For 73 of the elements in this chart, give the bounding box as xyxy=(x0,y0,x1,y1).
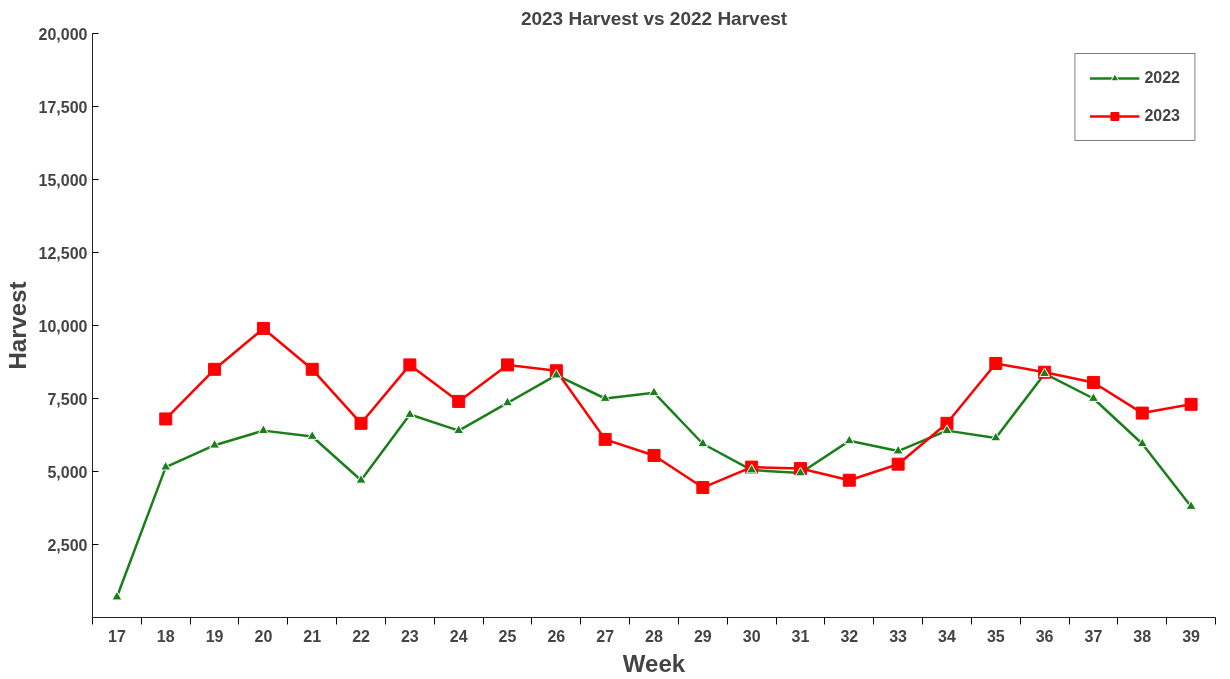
point xyxy=(892,444,904,455)
chart-title: 2023 Harvest vs 2022 Harvest xyxy=(520,7,788,29)
x-tick-label: 21 xyxy=(303,627,322,645)
point xyxy=(111,590,123,601)
point xyxy=(159,412,173,426)
y-tick-label: 2,500 xyxy=(47,536,88,554)
point xyxy=(354,416,368,430)
x-tick-label: 34 xyxy=(938,627,956,645)
legend-label: 2023 xyxy=(1144,107,1180,125)
point xyxy=(599,392,611,402)
x-tick-label: 17 xyxy=(108,627,126,645)
point xyxy=(1136,437,1148,448)
x-tick-label: 30 xyxy=(742,627,761,645)
x-tick-label: 23 xyxy=(400,627,419,645)
point xyxy=(1135,406,1149,420)
x-tick-label: 35 xyxy=(986,627,1005,645)
point xyxy=(941,424,953,435)
point xyxy=(452,394,466,408)
y-tick-label: 15,000 xyxy=(38,171,88,189)
y-tick-label: 10,000 xyxy=(38,317,88,335)
x-tick-label: 27 xyxy=(596,627,615,645)
x-tick-label: 36 xyxy=(1035,627,1054,645)
point xyxy=(306,430,318,440)
x-tick-label: 29 xyxy=(693,627,712,645)
point xyxy=(696,481,710,495)
point xyxy=(697,437,709,448)
x-tick-label: 32 xyxy=(840,627,859,645)
x-tick-label: 25 xyxy=(498,627,517,645)
point xyxy=(550,368,562,379)
x-tick-label: 19 xyxy=(205,627,224,645)
point xyxy=(794,466,806,477)
y-tick-label: 17,500 xyxy=(38,98,88,116)
point xyxy=(843,434,855,445)
point xyxy=(257,424,269,435)
point xyxy=(1184,397,1198,411)
x-axis-title: Week xyxy=(622,649,686,677)
x-tick-label: 33 xyxy=(889,627,908,645)
point xyxy=(403,358,417,372)
y-tick-label: 12,500 xyxy=(38,244,88,262)
point xyxy=(647,448,661,462)
y-tick-label: 20,000 xyxy=(38,25,88,43)
point xyxy=(891,457,905,471)
point xyxy=(256,321,270,335)
point xyxy=(355,473,367,484)
point xyxy=(502,396,514,407)
x-tick-label: 31 xyxy=(791,627,810,645)
point xyxy=(989,356,1003,370)
point xyxy=(404,408,416,418)
x-tick-label: 20 xyxy=(254,627,273,645)
point xyxy=(1086,375,1100,389)
x-tick-label: 39 xyxy=(1182,627,1201,645)
point xyxy=(501,358,515,372)
point xyxy=(209,438,221,449)
x-tick-label: 18 xyxy=(156,627,175,645)
x-tick-label: 28 xyxy=(645,627,663,645)
x-tick-label: 37 xyxy=(1084,627,1103,645)
y-tick-label: 5,000 xyxy=(47,463,88,481)
point xyxy=(598,432,612,446)
x-tick-label: 38 xyxy=(1133,627,1152,645)
x-tick-label: 24 xyxy=(449,627,468,645)
legend-label: 2022 xyxy=(1144,69,1180,87)
point xyxy=(453,424,465,435)
x-tick-label: 26 xyxy=(547,627,566,645)
point xyxy=(648,386,660,397)
y-axis-title: Harvest xyxy=(3,281,31,370)
point xyxy=(1185,500,1197,510)
point xyxy=(1087,392,1099,402)
point xyxy=(208,362,222,376)
point xyxy=(305,362,319,376)
x-tick-label: 22 xyxy=(352,627,371,645)
y-tick-label: 7,500 xyxy=(47,390,88,408)
point xyxy=(842,473,856,487)
point xyxy=(990,431,1002,442)
